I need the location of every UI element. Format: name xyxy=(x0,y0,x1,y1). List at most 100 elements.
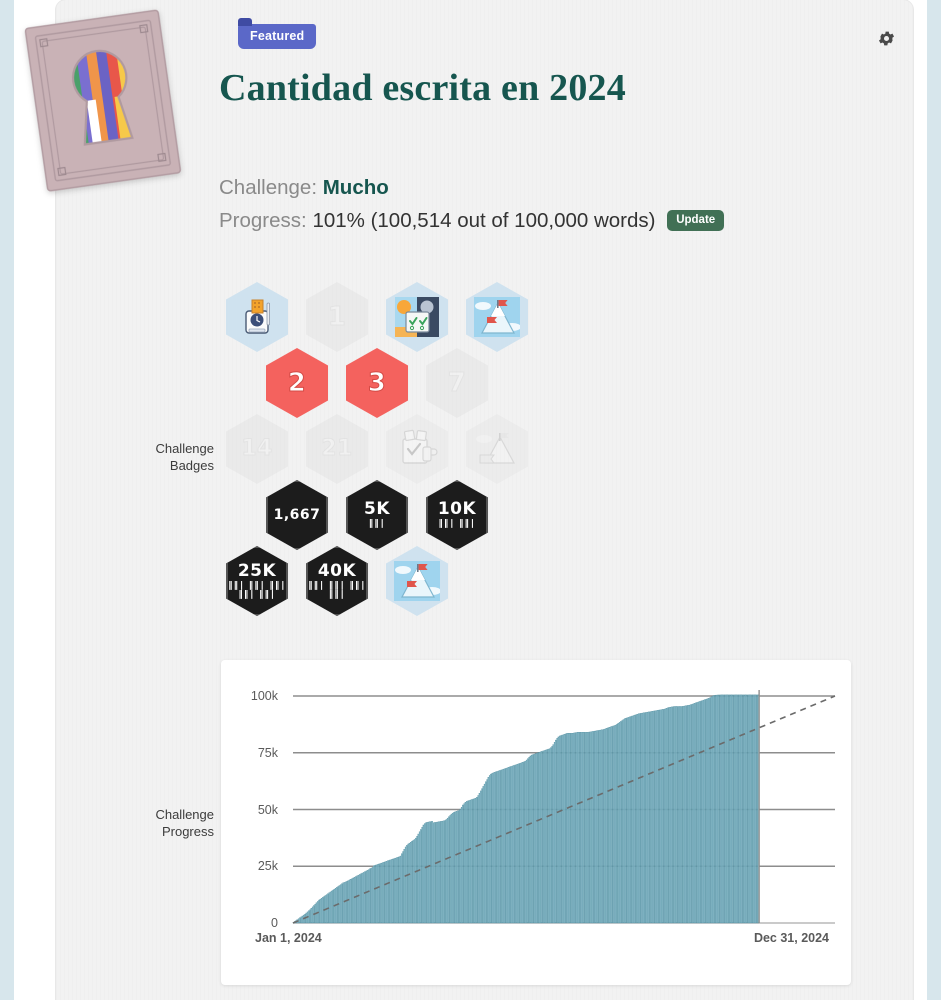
chart-bar xyxy=(542,750,544,924)
badge-day-7[interactable]: 7 xyxy=(426,348,488,418)
chart-bar xyxy=(513,765,515,924)
chart-bar xyxy=(560,735,562,924)
badge-day-1[interactable]: 1 xyxy=(306,282,368,352)
chart-bar xyxy=(392,858,394,924)
challenge-badges-label: Challenge Badges xyxy=(104,440,214,474)
chart-bar xyxy=(450,813,453,924)
chart-bar xyxy=(565,733,567,924)
gear-icon[interactable] xyxy=(873,25,899,51)
challenge-value[interactable]: Mucho xyxy=(322,176,389,199)
badge-day-3[interactable]: 3 xyxy=(346,348,408,418)
chart-bar xyxy=(663,708,665,924)
badge-hex-background xyxy=(306,546,368,616)
badge-weather-plan[interactable] xyxy=(386,282,448,352)
chart-bar xyxy=(436,821,439,924)
chart-bar xyxy=(350,879,352,924)
chart-bar xyxy=(529,755,531,924)
badge-label: 5K ‖‖∣ xyxy=(363,499,390,529)
chart-bar xyxy=(688,704,691,924)
chart-bar xyxy=(736,694,738,924)
chart-bar xyxy=(719,694,721,924)
badge-words-25k[interactable]: 25K ‖‖∣ ‖‖∣ ‖‖∣ ‖‖∣ ‖‖∣ xyxy=(226,546,288,616)
chart-bar xyxy=(460,807,463,924)
badge-day-2[interactable]: 2 xyxy=(266,348,328,418)
badge-words-10k[interactable]: 10K ‖‖∣ ‖‖∣ xyxy=(426,480,488,550)
chart-bar xyxy=(678,706,680,924)
chart-bar xyxy=(399,855,402,924)
chart-bar xyxy=(564,733,566,924)
chart-bar xyxy=(547,748,549,924)
chart-bar xyxy=(589,731,591,924)
chart-bar xyxy=(299,917,301,924)
badge-calendar-24[interactable] xyxy=(386,414,448,484)
page-title: Cantidad escrita en 2024 xyxy=(219,67,626,109)
chart-bar xyxy=(539,751,542,924)
chart-bar xyxy=(643,712,645,924)
badge-label: 1 xyxy=(327,302,347,332)
chart-bar xyxy=(424,823,426,924)
chart-bar xyxy=(665,708,668,924)
chart-bar xyxy=(737,694,739,924)
badge-row: 14 21 xyxy=(226,414,556,484)
badge-mountain-flag[interactable] xyxy=(466,282,528,352)
chart-bar xyxy=(580,732,582,924)
badge-label: 2 xyxy=(287,368,307,398)
chart-bar xyxy=(537,752,539,924)
progress-label-line1: Challenge xyxy=(155,807,214,822)
chart-bar xyxy=(418,831,421,924)
chart-bar xyxy=(388,860,390,924)
chart-bar xyxy=(398,856,400,924)
chart-bar xyxy=(710,696,712,924)
chart-bar xyxy=(741,694,743,924)
chart-bar xyxy=(486,779,488,924)
badge-summit-flag[interactable] xyxy=(466,414,528,484)
badge-label: 25K ‖‖∣ ‖‖∣ ‖‖∣ ‖‖∣ ‖‖∣ xyxy=(228,560,286,600)
chart-bar xyxy=(404,846,407,924)
target-line xyxy=(292,695,836,924)
badge-day-21[interactable]: 21 xyxy=(306,414,368,484)
chart-bar xyxy=(574,732,576,924)
chart-bar xyxy=(523,761,525,924)
badge-words-1667[interactable]: 1,667 xyxy=(266,480,328,550)
chart-bar xyxy=(365,870,367,924)
chart-bar xyxy=(551,746,553,924)
chart-bar xyxy=(393,858,395,924)
chart-bar xyxy=(722,694,724,924)
badge-words-5k[interactable]: 5K ‖‖∣ xyxy=(346,480,408,550)
chart-bar xyxy=(627,717,630,924)
chart-bar xyxy=(573,732,575,924)
chart-bar xyxy=(362,872,365,924)
chart-bar xyxy=(569,733,571,924)
chart-bar xyxy=(711,695,714,924)
badge-words-40k[interactable]: 40K ‖‖∣ ‖‖∣ ‖‖∣ ‖‖∣ xyxy=(306,546,368,616)
chart-bar xyxy=(599,729,602,924)
chart-bar xyxy=(592,731,594,924)
chart-bar xyxy=(348,879,351,924)
chart-bar xyxy=(590,731,593,924)
chart-bar xyxy=(672,706,674,924)
badge-day-14[interactable]: 14 xyxy=(226,414,288,484)
chart-bar xyxy=(441,820,444,924)
chart-bar xyxy=(662,709,664,924)
badge-writing-time[interactable] xyxy=(226,282,288,352)
chart-bar xyxy=(401,853,403,924)
chart-bar xyxy=(310,908,312,924)
chart-bar xyxy=(438,821,440,924)
progress-label-line2: Progress xyxy=(161,824,214,839)
chart-bar xyxy=(407,843,409,924)
update-button[interactable]: Update xyxy=(667,210,725,231)
chart-bar xyxy=(352,877,354,924)
chart-bar xyxy=(617,723,619,924)
badge-winner[interactable] xyxy=(386,546,448,616)
chart-bar xyxy=(691,703,693,924)
chart-bar xyxy=(421,827,423,924)
chart-bar xyxy=(578,732,580,924)
chart-bar xyxy=(413,839,416,924)
chart-bar xyxy=(585,732,588,924)
chart-bar xyxy=(467,800,469,924)
chart-bar xyxy=(595,730,598,924)
chart-bar xyxy=(496,771,498,924)
progress-chart xyxy=(292,690,836,924)
chart-bar xyxy=(353,876,356,924)
chart-bar xyxy=(658,709,660,924)
